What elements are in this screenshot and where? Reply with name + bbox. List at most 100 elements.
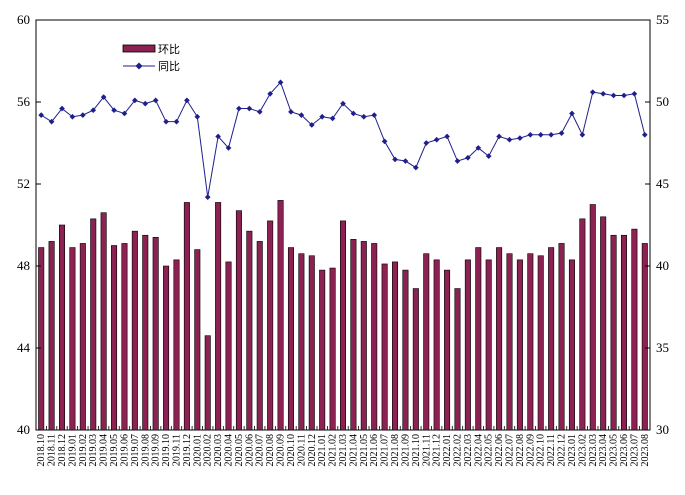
line-point (423, 140, 430, 146)
bar (423, 253, 430, 431)
right-y-axis: 30 35 40 45 50 55 (645, 12, 669, 437)
x-tick-label: 2021.11 (421, 434, 432, 466)
line-point (298, 112, 305, 118)
line-point (163, 118, 169, 125)
x-tick-label: 2022.10 (536, 434, 547, 467)
x-tick-label: 2020.05 (234, 434, 245, 467)
x-tick-label: 2020.10 (286, 434, 297, 467)
line-point (256, 109, 263, 115)
x-tick-label: 2021.01 (317, 434, 328, 467)
line-point (475, 145, 482, 151)
right-tick-label: 30 (656, 422, 669, 437)
bar (631, 228, 638, 431)
line-point (392, 156, 398, 163)
bar (38, 247, 45, 431)
x-tick-label: 2023.04 (598, 434, 609, 467)
x-tick-label: 2021.06 (369, 434, 380, 467)
bar (600, 216, 607, 431)
x-tick-label: 2022.05 (484, 434, 495, 467)
bar (516, 259, 523, 431)
bar (79, 243, 86, 431)
line-point (360, 113, 367, 120)
line-point (90, 107, 97, 114)
x-tick-label: 2019.06 (119, 434, 130, 467)
right-tick-label: 40 (656, 258, 669, 273)
bar (142, 234, 149, 431)
bar (433, 259, 440, 431)
line-point (641, 131, 648, 138)
x-tick-label: 2020.01 (192, 434, 203, 467)
x-tick-label: 2021.02 (328, 434, 339, 467)
bar (308, 255, 315, 431)
line-point (111, 107, 117, 114)
line-point (454, 158, 461, 164)
legend-swatch-bar (122, 44, 156, 53)
line-point (173, 118, 180, 125)
x-tick-label: 2021.07 (380, 434, 391, 467)
x-tick-label: 2023.07 (629, 434, 640, 467)
line-point (194, 113, 201, 120)
x-tick-label: 2021.10 (411, 434, 422, 467)
x-tick-label: 2020.06 (244, 434, 255, 467)
x-axis: 2018.10 2018.11 2018.12 2019.01 2019.02 2019.… (35, 426, 651, 467)
line-point (236, 105, 242, 112)
x-tick-label: 2019.12 (182, 434, 193, 467)
x-tick-label: 2019.05 (109, 434, 120, 467)
x-tick-label: 2019.04 (99, 434, 110, 467)
bar (246, 230, 253, 431)
x-tick-label: 2022.07 (505, 434, 516, 467)
bar (392, 261, 399, 431)
line-point (548, 131, 554, 138)
line-point (600, 90, 606, 97)
line-point (132, 97, 138, 104)
x-tick-label: 2022.01 (442, 434, 453, 467)
bar (412, 288, 419, 431)
x-tick-label: 2020.08 (265, 434, 276, 467)
x-tick-label: 2019.11 (171, 434, 182, 466)
bar (183, 202, 190, 431)
line-point (485, 153, 492, 159)
left-tick-label: 60 (17, 12, 30, 27)
bar (371, 243, 378, 431)
bar (579, 218, 586, 431)
line-point (288, 109, 294, 115)
x-tick-label: 2019.10 (161, 434, 172, 467)
bar (319, 269, 326, 431)
line-point (381, 138, 388, 145)
bar (454, 288, 461, 431)
left-tick-label: 48 (17, 258, 30, 273)
x-tick-label: 2019.08 (140, 434, 151, 467)
legend-label-bar: 环比 (158, 43, 180, 56)
line-point (402, 158, 409, 164)
line-point (496, 133, 502, 140)
bar (235, 210, 242, 431)
line-point (184, 97, 190, 104)
x-tick-label: 2022.08 (515, 434, 526, 467)
left-tick-label: 52 (17, 176, 30, 191)
right-tick-label: 50 (656, 94, 669, 109)
line-point (517, 135, 523, 141)
line-point (433, 136, 440, 143)
bar (48, 241, 55, 431)
x-tick-label: 2021.04 (348, 434, 359, 467)
x-tick-label: 2023.05 (609, 434, 620, 467)
bar (100, 212, 107, 431)
x-tick-label: 2020.02 (203, 434, 214, 467)
x-tick-label: 2022.06 (494, 434, 505, 467)
x-tick-label: 2022.04 (473, 434, 484, 467)
left-tick-label: 56 (17, 94, 31, 109)
x-tick-label: 2020.09 (276, 434, 287, 467)
line-point (444, 133, 450, 140)
bar (152, 237, 159, 431)
legend: 环比 同比 (122, 43, 180, 73)
left-tick-label: 44 (17, 340, 31, 355)
bar (444, 269, 451, 431)
x-tick-label: 2019.03 (88, 434, 99, 467)
legend-swatch-marker (135, 62, 143, 70)
bar (620, 234, 627, 431)
line-point (204, 194, 211, 200)
bar (641, 243, 648, 431)
line-point (569, 110, 575, 117)
line-point (350, 110, 357, 117)
